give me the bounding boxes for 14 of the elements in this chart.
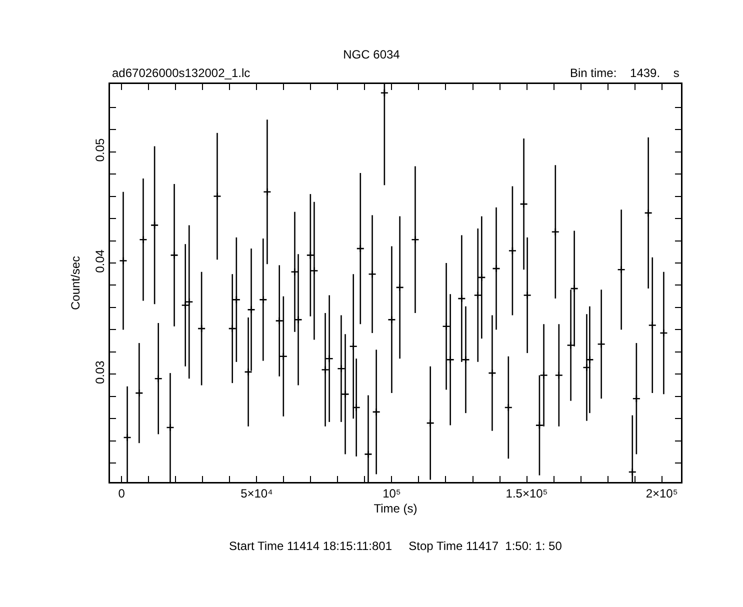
x-axis-title: Time (s) bbox=[374, 501, 418, 516]
x-tick-label: 5×10⁴ bbox=[240, 486, 273, 501]
text: Start Time 11414 18:15:11:801 Stop Time 11417 1:50: 1: 50 bbox=[229, 539, 562, 553]
y-tick-label: 0.05 bbox=[92, 138, 107, 162]
chart-subtitle: ad67026000s132002_1.lc bbox=[112, 66, 250, 80]
x-tick-label: 10⁵ bbox=[382, 486, 401, 501]
x-tick-label: 1.5×10⁵ bbox=[506, 486, 548, 501]
x-tick-label: 0 bbox=[118, 486, 126, 501]
text: Bin time: 1439. s bbox=[570, 66, 680, 80]
y-axis-title: Count/sec bbox=[68, 256, 82, 310]
chart-title: NGC 6034 bbox=[343, 47, 400, 62]
y-tick-label: 0.04 bbox=[92, 249, 107, 273]
y-tick-label: 0.03 bbox=[92, 360, 107, 384]
x-tick-label: 2×10⁵ bbox=[646, 486, 678, 501]
